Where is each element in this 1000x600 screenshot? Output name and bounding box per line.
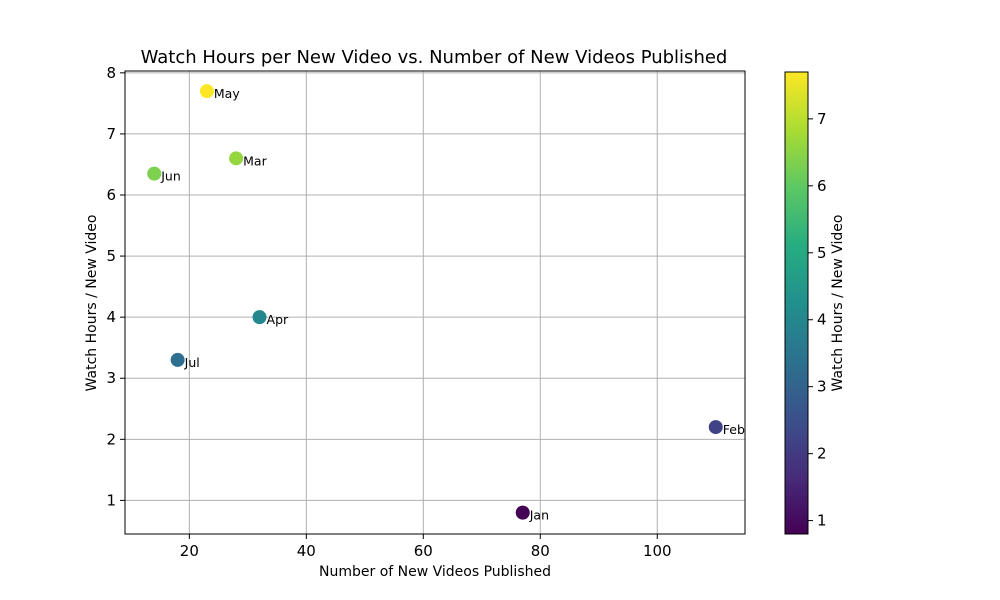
y-tick-label: 8 xyxy=(106,64,116,82)
colorbar xyxy=(784,71,809,535)
y-tick-label: 7 xyxy=(106,125,116,143)
y-tick-label: 6 xyxy=(106,186,116,204)
colorbar-tick-label: 7 xyxy=(817,110,827,128)
colorbar-label: Watch Hours / New Video xyxy=(830,215,846,392)
y-tick-label: 3 xyxy=(106,369,116,387)
x-tick-label: 40 xyxy=(297,542,316,560)
colorbar-tick-label: 6 xyxy=(817,177,827,195)
colorbar-tick-label: 2 xyxy=(817,445,827,463)
data-point-jan xyxy=(515,505,530,520)
point-label-feb: Feb xyxy=(723,422,745,437)
x-tick-label: 20 xyxy=(180,542,199,560)
colorbar-tick-label: 4 xyxy=(817,311,827,329)
point-label-mar: Mar xyxy=(243,153,267,168)
x-axis-label: Number of New Videos Published xyxy=(319,564,551,580)
chart-title: Watch Hours per New Video vs. Number of … xyxy=(141,47,728,68)
x-axis-ticks: 20 40 60 80 100 xyxy=(180,534,672,560)
point-label-jun: Jun xyxy=(160,169,181,184)
data-point-mar xyxy=(229,151,244,166)
data-point-may xyxy=(199,84,214,99)
y-tick-label: 5 xyxy=(106,247,116,265)
point-label-jul: Jul xyxy=(184,355,200,370)
data-point-apr xyxy=(252,310,267,325)
y-axis-label: Watch Hours / New Video xyxy=(84,215,100,392)
x-tick-label: 100 xyxy=(643,542,672,560)
point-label-jan: Jan xyxy=(529,508,549,523)
data-points: Jan Feb Mar Apr May Jun Jul xyxy=(147,84,745,523)
colorbar-tick-label: 1 xyxy=(817,512,827,530)
y-tick-label: 2 xyxy=(106,430,116,448)
x-tick-label: 80 xyxy=(531,542,550,560)
point-label-apr: Apr xyxy=(267,312,289,327)
y-tick-label: 1 xyxy=(106,491,116,509)
colorbar-ticks: 1 2 3 4 5 6 7 xyxy=(808,110,827,530)
colorbar-tick-label: 5 xyxy=(817,244,827,262)
colorbar-tick-label: 3 xyxy=(817,378,827,396)
y-tick-label: 4 xyxy=(106,308,116,326)
data-point-feb xyxy=(708,420,723,435)
point-label-may: May xyxy=(214,86,240,101)
data-point-jul xyxy=(170,352,185,367)
grid-lines xyxy=(125,71,745,534)
y-axis-ticks: 1 2 3 4 5 6 7 8 xyxy=(106,64,125,509)
data-point-jun xyxy=(147,166,162,181)
x-tick-label: 60 xyxy=(414,542,433,560)
plot-frame xyxy=(124,70,746,535)
